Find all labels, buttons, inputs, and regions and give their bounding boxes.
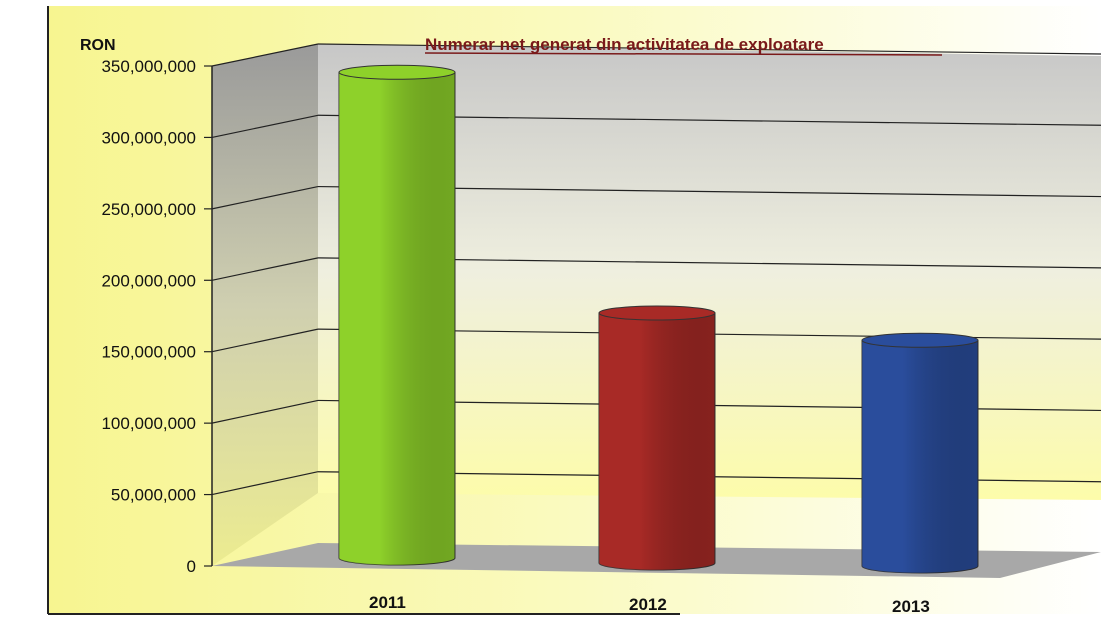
bars	[338, 64, 979, 574]
y-tick-labels: 0 50,000,000 100,000,000 150,000,000 200,000…	[101, 57, 196, 576]
y-unit-label: RON	[80, 37, 116, 54]
y-tick-label: 250,000,000	[101, 200, 196, 219]
side-wall	[212, 44, 318, 566]
bar-shading	[339, 72, 455, 566]
chart-title-underline	[424, 52, 943, 56]
gridline	[211, 185, 319, 210]
x-tick-label: 2012	[629, 595, 667, 614]
y-tick-label: 300,000,000	[101, 128, 196, 147]
bar-shading	[599, 313, 715, 570]
bar-2012	[598, 305, 716, 571]
gridline	[211, 114, 319, 139]
y-tick-label: 150,000,000	[101, 343, 196, 362]
y-tick-label: 200,000,000	[101, 271, 196, 290]
bar-2011	[338, 64, 456, 566]
y-tick-label: 0	[187, 557, 196, 576]
gridline	[211, 257, 319, 281]
gridline	[211, 43, 319, 67]
gridline	[211, 328, 319, 353]
gridline	[211, 399, 319, 424]
bar-top	[861, 332, 979, 348]
bar-shading	[862, 340, 978, 573]
chart-title: Numerar net generat din activitatea de e…	[425, 35, 824, 54]
y-tick-label: 100,000,000	[101, 414, 196, 433]
gridline	[211, 471, 319, 496]
y-tick-label: 350,000,000	[101, 57, 196, 76]
bar-2013	[861, 332, 979, 574]
bar-top	[598, 305, 716, 321]
y-tick-label: 50,000,000	[111, 486, 196, 505]
bar-top	[338, 64, 456, 80]
x-tick-label: 2011	[369, 593, 406, 612]
x-tick-label: 2013	[892, 597, 930, 616]
gridline	[317, 43, 1101, 55]
x-tick-labels: 2011 2012 2013	[369, 593, 930, 616]
